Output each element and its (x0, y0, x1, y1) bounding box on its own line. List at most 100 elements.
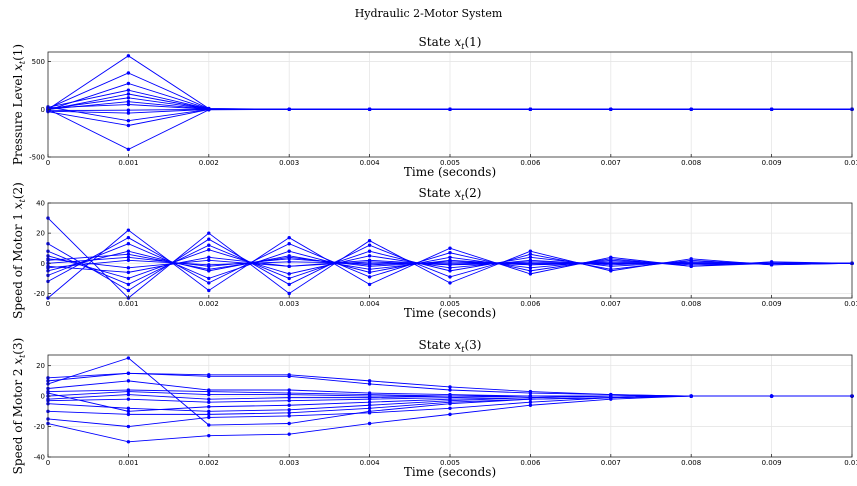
x-tick-label: 0.009 (762, 300, 782, 308)
x-tick-label: 0.001 (118, 300, 138, 308)
data-point (287, 374, 291, 379)
x-tick-label: 0 (46, 300, 50, 308)
x-tick-label: 0.007 (601, 159, 621, 167)
data-point (126, 54, 131, 58)
data-point (448, 397, 452, 401)
data-point (126, 288, 131, 293)
data-point (287, 249, 291, 253)
data-point (448, 400, 452, 404)
y-tick-label: -20 (34, 423, 45, 431)
data-point (448, 261, 452, 266)
x-tick-label: 0.005 (440, 459, 460, 467)
data-point (287, 392, 291, 397)
data-point (207, 288, 211, 293)
data-point (207, 409, 211, 414)
data-point (126, 235, 131, 240)
data-point (609, 261, 613, 266)
x-tick-label: 0 (46, 459, 50, 467)
data-point (448, 385, 452, 389)
panel-1: 0 0.001 0.002 0.003 0.004 0.005 0.006 0.007 0.00… (11, 35, 857, 179)
data-point (287, 260, 291, 264)
data-point (367, 421, 372, 426)
panel-title: State xt(1) (419, 35, 482, 51)
data-point (609, 267, 613, 272)
data-point (126, 123, 131, 128)
panel-2: 0 0.001 0.002 0.003 0.004 0.005 0.006 0.007 0.00… (11, 182, 857, 320)
data-point (287, 395, 291, 400)
data-point (126, 228, 131, 232)
data-point (367, 403, 372, 407)
data-point (367, 406, 372, 410)
data-point (126, 406, 131, 410)
data-point (207, 412, 211, 417)
data-point (367, 382, 372, 386)
data-point (126, 88, 131, 92)
x-tick-label: 0.006 (520, 459, 541, 467)
data-point (689, 261, 693, 266)
data-point (609, 394, 613, 398)
data-point (126, 409, 131, 414)
x-tick-label: 0.004 (360, 159, 381, 167)
data-point (367, 261, 372, 266)
data-point (367, 270, 372, 275)
data-point (126, 242, 131, 246)
data-point (287, 272, 291, 276)
data-point (207, 397, 211, 401)
x-tick-label: 0.003 (279, 300, 299, 308)
x-tick-label: 0 (46, 159, 50, 167)
data-point (367, 282, 372, 287)
data-point (207, 108, 211, 112)
x-tick-label: 0.008 (681, 459, 701, 467)
data-point (207, 231, 211, 235)
y-tick-label: 500 (32, 58, 45, 66)
y-tick-label: 0 (41, 106, 45, 114)
data-point (528, 269, 533, 273)
x-tick-label: 0.007 (601, 459, 621, 467)
data-point (126, 424, 131, 429)
data-point (207, 405, 211, 409)
data-point (528, 261, 533, 266)
x-tick-label: 0.002 (199, 459, 219, 467)
data-point (287, 257, 291, 261)
data-point (126, 119, 131, 123)
data-point (448, 107, 452, 111)
panel-title: State xt(2) (419, 186, 482, 202)
data-point (287, 398, 291, 403)
x-tick-label: 0.006 (520, 159, 541, 167)
y-tick-label: 40 (36, 200, 45, 208)
data-point (287, 264, 291, 269)
data-point (126, 111, 131, 115)
y-tick-label: -20 (34, 290, 45, 298)
data-point (367, 397, 372, 401)
data-point (207, 276, 211, 281)
data-point (126, 99, 131, 104)
data-point (689, 107, 693, 111)
data-point (448, 255, 452, 259)
data-point (126, 102, 131, 107)
data-point (126, 92, 131, 96)
data-point (528, 391, 533, 395)
y-axis-label: Speed of Motor 2 xt(3) (11, 338, 27, 475)
x-axis-label: Time (seconds) (404, 165, 496, 179)
data-point (367, 107, 372, 111)
data-point (448, 246, 452, 250)
data-point (448, 269, 452, 273)
data-point (126, 252, 131, 256)
figure-title: Hydraulic 2-Motor System (354, 7, 503, 20)
data-point (528, 403, 533, 407)
data-point (207, 423, 211, 427)
data-point (126, 392, 131, 397)
data-point (207, 248, 211, 252)
data-point (207, 389, 211, 394)
data-point (287, 291, 291, 296)
data-point (769, 261, 774, 266)
y-tick-label: 0 (41, 393, 45, 401)
x-axis-label: Time (seconds) (404, 306, 496, 320)
x-tick-label: 0.003 (279, 459, 299, 467)
panel-title: State xt(3) (419, 338, 482, 354)
data-point (287, 411, 291, 415)
data-point (126, 379, 131, 383)
y-tick-label: -500 (29, 154, 45, 162)
data-point (528, 400, 533, 404)
x-tick-label: 0.004 (360, 300, 381, 308)
